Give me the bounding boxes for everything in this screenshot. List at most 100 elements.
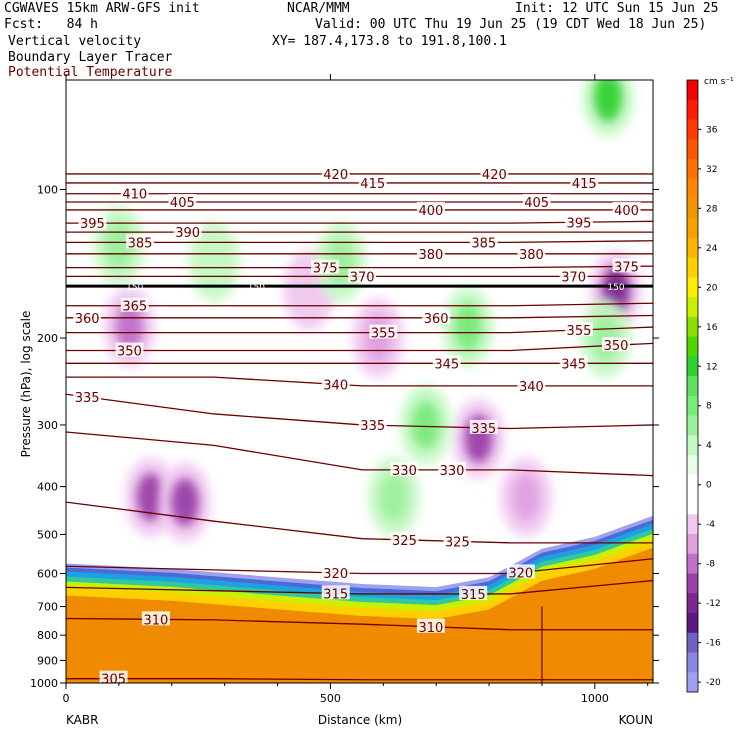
colorbar-swatch: [687, 395, 698, 417]
x-axis-label: Distance (km): [318, 713, 402, 727]
colorbar-swatch: [687, 316, 698, 338]
y-tick-label: 200: [37, 332, 58, 345]
theta-label-bg: [358, 174, 387, 189]
theta-label-bg: [99, 670, 128, 685]
colorbar-swatch: [687, 435, 698, 456]
theta-label-380: 380: [418, 248, 443, 263]
velocity-cell-core: [295, 266, 324, 315]
theta-label-bg: [459, 585, 488, 600]
colorbar-swatch: [687, 376, 698, 397]
theta-label-355: 355: [567, 324, 592, 339]
y-tick-label: 600: [37, 568, 58, 581]
theta-contour-365: [66, 302, 653, 307]
theta-contour-360: [66, 314, 653, 319]
theta-label-370: 370: [350, 270, 375, 285]
colorbar-tick-label: 12: [706, 362, 717, 372]
theta-label-385: 385: [128, 236, 153, 251]
colorbar-swatch: [687, 297, 698, 318]
theta-label-bg: [506, 564, 535, 579]
header-field-theta: Potential Temperature: [8, 65, 173, 80]
theta-label-bg: [422, 309, 451, 324]
theta-label-335: 335: [75, 391, 100, 406]
theta-label-335: 335: [471, 422, 496, 437]
velocity-cell-core: [104, 221, 133, 270]
colorbar-swatch: [687, 119, 698, 140]
colorbar-tick-label: -20: [706, 678, 721, 688]
colorbar: 36 32 28 24 20 16 12 8 4 0 -4 -8 -12 -16 -20: [686, 79, 721, 693]
y-tick-label: 400: [37, 481, 58, 494]
theta-label-bg: [517, 377, 546, 392]
theta-label-bg: [612, 201, 641, 216]
theta-label-395: 395: [80, 217, 105, 232]
colorbar-frame: [686, 79, 699, 693]
theta-label-bg: [321, 564, 350, 579]
colorbar-tick-label: -16: [706, 639, 721, 649]
colorbar-tick-label: 24: [706, 244, 718, 254]
theta-label-310: 310: [143, 613, 168, 628]
theta-label-380: 380: [519, 248, 544, 263]
colorbar-tick-label: 36: [706, 125, 718, 135]
vertical-velocity-shading: [92, 80, 642, 543]
colorbar-swatch: [687, 613, 698, 634]
theta-label-bg: [416, 245, 445, 260]
colorbar-tick-label: -4: [706, 520, 715, 530]
theta-label-bg: [469, 419, 498, 434]
theta-contour-385: [66, 240, 653, 244]
theta-label-420: 420: [323, 168, 348, 183]
left-endpoint-label: KABR: [66, 713, 98, 727]
colorbar-tick-label: 4: [706, 441, 712, 451]
velocity-cell-core: [115, 303, 144, 352]
velocity-cell-core: [594, 80, 623, 122]
theta-label-400: 400: [614, 204, 639, 219]
header-field-pbl-tracer: Boundary Layer Tracer: [8, 50, 173, 65]
theta-label-bg: [168, 193, 197, 208]
colorbar-swatch: [687, 455, 698, 476]
theta-label-bg: [443, 533, 472, 548]
theta-label-bg: [115, 342, 144, 357]
velocity-cell-core: [512, 473, 541, 522]
x-tick-label: 500: [320, 692, 341, 705]
colorbar-swatch: [687, 178, 698, 199]
colorbar-swatch: [687, 632, 698, 654]
pbl-tracer-label: 150: [126, 283, 143, 293]
colorbar-swatch: [687, 553, 698, 575]
colorbar-swatch: [687, 356, 698, 377]
theta-label-bg: [78, 215, 107, 230]
theta-label-325: 325: [445, 535, 470, 550]
theta-label-375: 375: [313, 262, 338, 277]
colorbar-swatch: [687, 573, 698, 594]
y-tick-label: 500: [37, 528, 58, 541]
y-tick-label: 1000: [30, 677, 58, 690]
theta-label-bg: [612, 258, 641, 273]
theta-label-385: 385: [471, 236, 496, 251]
theta-label-355: 355: [371, 327, 396, 342]
theta-contour-330: [66, 431, 653, 477]
theta-contour-395: [66, 220, 653, 224]
colorbar-tick-label: 16: [706, 323, 718, 333]
theta-label-bg: [126, 234, 155, 249]
velocity-cell-core: [200, 237, 229, 286]
header-org: NCAR/MMM: [287, 1, 350, 16]
theta-label-340: 340: [323, 378, 348, 393]
colorbar-swatch: [687, 99, 698, 120]
plot-frame: [65, 79, 654, 684]
colorbar-swatch: [687, 652, 698, 673]
theta-label-bg: [173, 224, 202, 239]
colorbar-swatch: [687, 415, 698, 436]
colorbar-swatch: [687, 672, 698, 693]
theta-label-345: 345: [434, 357, 459, 372]
colorbar-swatch: [687, 218, 698, 239]
pbl-tracer-line: 150 150 150: [66, 283, 653, 293]
theta-contour-325: [66, 501, 653, 544]
theta-label-395: 395: [567, 216, 592, 231]
colorbar-swatch: [687, 593, 698, 614]
pbl-tracer-label: 150: [607, 283, 624, 293]
theta-label-360: 360: [424, 312, 449, 327]
colorbar-tick-label: 28: [706, 204, 718, 214]
theta-label-bg: [432, 355, 461, 370]
theta-contour-320: [66, 558, 653, 575]
colorbar-unit: cm s⁻¹: [704, 77, 734, 87]
theta-label-405: 405: [524, 196, 549, 211]
theta-label-bg: [321, 585, 350, 600]
theta-label-315: 315: [461, 588, 486, 603]
